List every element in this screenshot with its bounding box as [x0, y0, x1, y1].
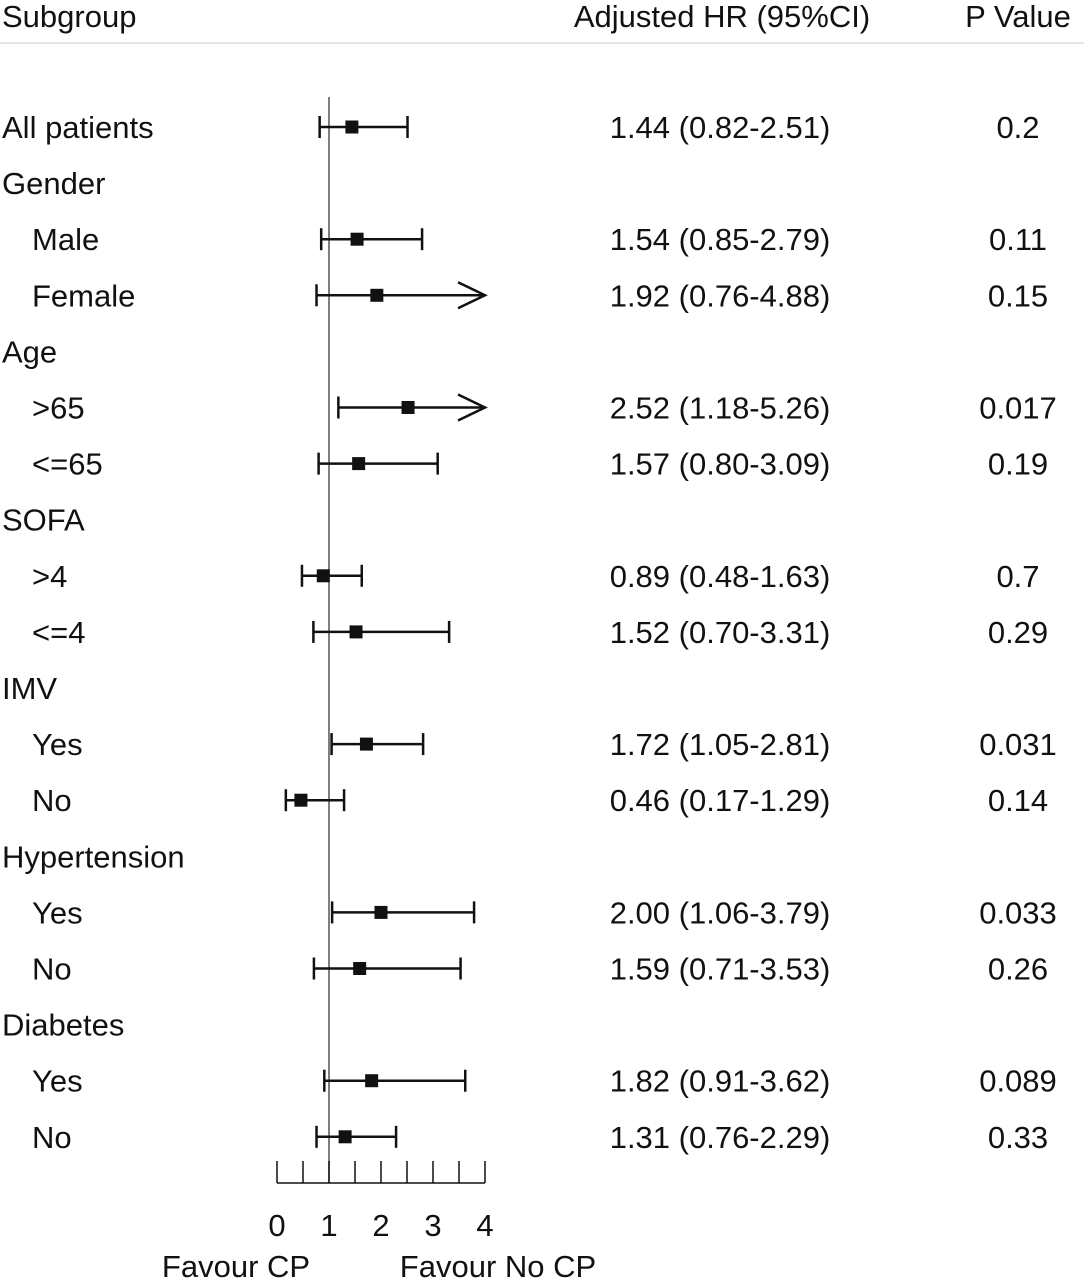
forest-row: Male 1.54 (0.85-2.79) 0.11 — [32, 222, 1047, 257]
forest-row: Yes 1.72 (1.05-2.81) 0.031 — [32, 727, 1057, 762]
group-label: Hypertension — [2, 839, 185, 874]
hr-point — [365, 1074, 379, 1088]
p-value-text: 0.19 — [988, 447, 1048, 482]
hr-ci-text: 1.82 (0.91-3.62) — [610, 1064, 831, 1099]
hr-ci-text: 1.92 (0.76-4.88) — [610, 278, 831, 313]
hr-point — [353, 962, 367, 975]
p-value-text: 0.089 — [979, 1064, 1057, 1099]
row-label: No — [32, 1120, 72, 1155]
p-value-text: 0.15 — [988, 278, 1048, 313]
hr-point — [359, 737, 373, 751]
hr-point — [338, 1130, 352, 1144]
hr-ci-text: 1.59 (0.71-3.53) — [610, 952, 831, 987]
row-label: <=65 — [32, 447, 103, 482]
hr-point — [316, 569, 330, 583]
xlabel-favour-no-cp: Favour No CP — [400, 1249, 596, 1282]
hr-point — [374, 905, 388, 919]
group-label: Age — [2, 334, 57, 369]
p-value-text: 0.7 — [996, 559, 1039, 594]
row-label: Yes — [32, 1064, 83, 1099]
hr-ci-text: 1.57 (0.80-3.09) — [610, 447, 831, 482]
forest-row: <=4 1.52 (0.70-3.31) 0.29 — [32, 615, 1048, 650]
hr-point — [352, 457, 366, 471]
hr-ci-text: 2.52 (1.18-5.26) — [610, 391, 831, 426]
group-label: Gender — [2, 166, 105, 201]
row-label: Female — [32, 278, 135, 313]
forest-row: Age — [2, 334, 57, 369]
hr-ci-text: 0.89 (0.48-1.63) — [610, 559, 831, 594]
hr-point — [401, 401, 415, 414]
row-label: No — [32, 783, 72, 818]
row-label: Yes — [32, 727, 83, 762]
forest-row: <=65 1.57 (0.80-3.09) 0.19 — [32, 447, 1048, 482]
row-label: No — [32, 952, 72, 987]
row-label: <=4 — [32, 615, 85, 650]
x-tick-label: 4 — [476, 1208, 493, 1243]
header-hr: Adjusted HR (95%CI) — [574, 0, 870, 34]
p-value-text: 0.26 — [988, 952, 1048, 987]
forest-row: No 1.31 (0.76-2.29) 0.33 — [32, 1120, 1048, 1155]
x-tick-label: 2 — [372, 1208, 389, 1243]
row-label: >4 — [32, 559, 67, 594]
x-tick-label: 1 — [320, 1208, 337, 1243]
p-value-text: 0.2 — [996, 110, 1039, 145]
p-value-text: 0.033 — [979, 895, 1057, 930]
hr-ci-text: 0.46 (0.17-1.29) — [610, 783, 831, 818]
forest-row: Hypertension — [2, 839, 185, 874]
p-value-text: 0.11 — [989, 222, 1047, 257]
forest-row: SOFA — [2, 503, 85, 538]
p-value-text: 0.29 — [988, 615, 1048, 650]
x-tick-label: 3 — [424, 1208, 441, 1243]
p-value-text: 0.33 — [988, 1120, 1048, 1155]
hr-point — [294, 793, 308, 807]
hr-ci-text: 1.52 (0.70-3.31) — [610, 615, 831, 650]
hr-point — [350, 232, 364, 246]
xlabel-favour-cp: Favour CP — [162, 1249, 310, 1282]
row-label: Yes — [32, 895, 83, 930]
group-label: Diabetes — [2, 1008, 124, 1043]
hr-point — [349, 625, 363, 639]
forest-row: >4 0.89 (0.48-1.63) 0.7 — [32, 559, 1040, 594]
forest-row: Yes 1.82 (0.91-3.62) 0.089 — [32, 1064, 1057, 1099]
hr-point — [370, 288, 384, 302]
p-value-text: 0.031 — [979, 727, 1057, 762]
rows-group: All patients 1.44 (0.82-2.51) 0.2 Gender Mal… — [2, 97, 1057, 1183]
hr-ci-text: 2.00 (1.06-3.79) — [610, 895, 831, 930]
p-value-text: 0.017 — [979, 391, 1057, 426]
hr-ci-text: 1.31 (0.76-2.29) — [610, 1120, 831, 1155]
forest-row: All patients 1.44 (0.82-2.51) 0.2 — [2, 110, 1040, 145]
group-label: IMV — [2, 671, 57, 706]
forest-row: IMV — [2, 671, 57, 706]
forest-row: Female 1.92 (0.76-4.88) 0.15 — [32, 278, 1048, 313]
x-tick-label: 0 — [268, 1208, 285, 1243]
forest-row: Diabetes — [2, 1008, 124, 1043]
row-label: >65 — [32, 391, 85, 426]
row-label: Male — [32, 222, 99, 257]
p-value-text: 0.14 — [988, 783, 1048, 818]
header-subgroup: Subgroup — [2, 0, 136, 34]
hr-ci-text: 1.44 (0.82-2.51) — [610, 110, 831, 145]
forest-row: No 1.59 (0.71-3.53) 0.26 — [32, 952, 1048, 987]
header-p-value: P Value — [965, 0, 1071, 34]
forest-row: >65 2.52 (1.18-5.26) 0.017 — [32, 391, 1057, 426]
ci-arrow-right — [457, 281, 488, 310]
hr-ci-text: 1.72 (1.05-2.81) — [610, 727, 831, 762]
forest-row: Yes 2.00 (1.06-3.79) 0.033 — [32, 895, 1057, 930]
row-label: All patients — [2, 110, 154, 145]
ci-arrow-right — [457, 393, 488, 422]
hr-ci-text: 1.54 (0.85-2.79) — [610, 222, 831, 257]
forest-row: No 0.46 (0.17-1.29) 0.14 — [32, 783, 1048, 818]
forest-row: Gender — [2, 166, 105, 201]
hr-point — [345, 120, 359, 134]
group-label: SOFA — [2, 503, 85, 538]
